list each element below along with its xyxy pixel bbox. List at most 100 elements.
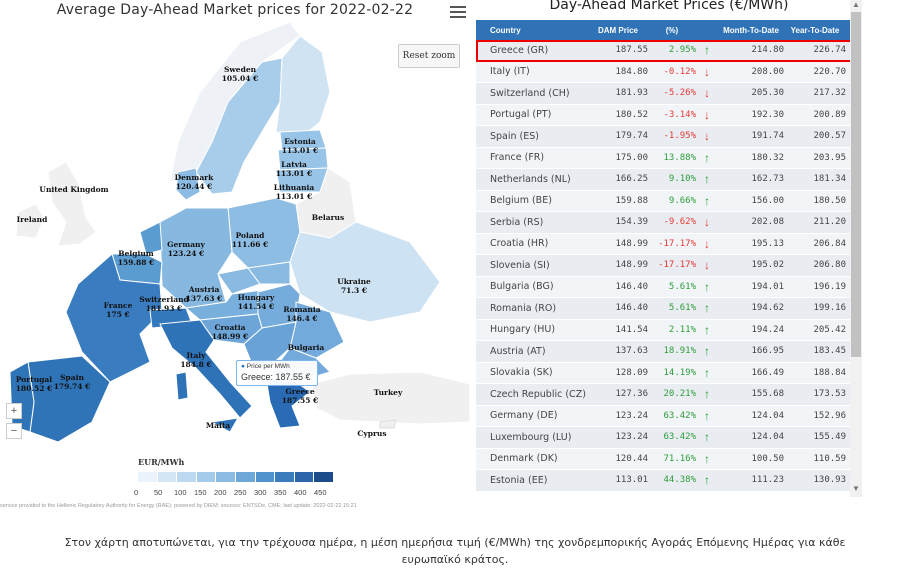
country-ukraine: [289, 221, 441, 323]
table-row[interactable]: Hungary (HU) 141.54 2.11% ↑ 194.24 205.42: [476, 319, 854, 341]
map-label-romania: Romania: [283, 305, 320, 314]
map-label-lithuania: Lithuania: [274, 183, 315, 192]
table-row[interactable]: Romania (RO) 146.40 5.61% ↑ 194.62 199.16: [476, 298, 854, 320]
cell-dam-price: 154.39: [615, 217, 648, 228]
zoom-out-button[interactable]: −: [6, 423, 22, 439]
map-label-portugal: Portugal: [16, 375, 52, 384]
table-row[interactable]: Greece (GR) 187.55 2.95% ↑ 214.80 226.74: [476, 40, 854, 62]
cell-dam-price: 181.93: [615, 88, 648, 99]
table-scrollbar[interactable]: ▲ ▼: [850, 0, 862, 497]
cell-country: Bulgaria (BG): [490, 281, 554, 293]
legend-swatch: [138, 472, 158, 482]
cell-country: Netherlands (NL): [490, 173, 571, 185]
arrow-down-icon: ↓: [704, 86, 710, 101]
reset-zoom-button[interactable]: Reset zoom: [398, 44, 460, 68]
map-label-bulgaria: Bulgaria: [288, 343, 325, 352]
table-row[interactable]: Germany (DE) 123.24 63.42% ↑ 124.04 152.96: [476, 405, 854, 427]
header-dam-price[interactable]: DAM Price: [597, 25, 638, 35]
table-row[interactable]: Netherlands (NL) 166.25 9.10% ↑ 162.73 181.34: [476, 169, 854, 191]
cell-dam-price: 180.52: [615, 109, 648, 120]
country-denmark: [175, 167, 201, 201]
cell-country: Czech Republic (CZ): [490, 388, 586, 400]
table-row[interactable]: Spain (ES) 179.74 -1.95% ↓ 191.74 200.57: [476, 126, 854, 148]
table-row[interactable]: Czech Republic (CZ) 127.36 20.21% ↑ 155.68 17…: [476, 384, 854, 406]
map-value-denmark: 120.44 €: [176, 182, 213, 191]
country-ireland: [15, 203, 45, 239]
price-table[interactable]: Country DAM Price (%) Month-To-Date Year…: [476, 20, 854, 497]
map-value-croatia: 148.99 €: [212, 332, 249, 341]
map-label-austria: Austria: [188, 285, 220, 294]
cell-country: Greece (GR): [490, 44, 549, 56]
country-cyprus: [379, 419, 397, 429]
header-pct[interactable]: (%): [665, 25, 679, 35]
cell-year-to-date: 203.95: [813, 152, 846, 163]
table-row[interactable]: France (FR) 175.00 13.88% ↑ 180.32 203.95: [476, 147, 854, 169]
cell-month-to-date: 205.30: [751, 88, 784, 99]
table-row[interactable]: Switzerland (CH) 181.93 -5.26% ↓ 205.30 217.3…: [476, 83, 854, 105]
hamburger-menu-icon[interactable]: [450, 4, 466, 18]
cell-country: Spain (ES): [490, 130, 540, 142]
table-row[interactable]: Italy (IT) 184.80 -0.12% ↓ 208.00 220.70: [476, 61, 854, 83]
cell-pct: 2.95%: [668, 45, 696, 56]
cell-month-to-date: 155.68: [751, 389, 784, 400]
cell-year-to-date: 217.32: [813, 88, 846, 99]
country-malta: [220, 424, 224, 428]
cell-dam-price: 120.44: [615, 453, 648, 464]
cell-year-to-date: 130.93: [813, 475, 846, 486]
cell-country: Slovenia (SI): [490, 259, 550, 271]
cell-pct: 2.11%: [668, 324, 696, 335]
cell-pct: 63.42%: [663, 410, 696, 421]
arrow-up-icon: ↑: [704, 387, 710, 402]
arrow-down-icon: ↓: [704, 64, 710, 79]
cell-pct: 44.38%: [663, 475, 696, 486]
arrow-down-icon: ↓: [704, 258, 710, 273]
cell-pct: 5.61%: [668, 281, 696, 292]
scroll-thumb[interactable]: [851, 12, 861, 357]
cell-dam-price: 128.09: [615, 367, 648, 378]
scroll-up-icon[interactable]: ▲: [852, 0, 860, 9]
tooltip-series: Price per MWh: [246, 363, 290, 370]
map-label-united-kingdom: United Kingdom: [39, 185, 108, 194]
table-row[interactable]: Luxembourg (LU) 123.24 63.42% ↑ 124.04 155.49: [476, 427, 854, 449]
zoom-in-button[interactable]: +: [6, 403, 22, 419]
legend-swatch: [216, 472, 236, 482]
cell-country: Croatia (HR): [490, 238, 549, 250]
table-row[interactable]: Austria (AT) 137.63 18.91% ↑ 166.95 183.45: [476, 341, 854, 363]
cell-dam-price: 187.55: [615, 45, 648, 56]
header-year-to-date[interactable]: Year-To-Date: [790, 25, 840, 35]
cell-month-to-date: 191.74: [751, 131, 784, 142]
cell-year-to-date: 220.70: [813, 66, 846, 77]
header-country[interactable]: Country: [490, 25, 521, 35]
arrow-up-icon: ↑: [704, 344, 710, 359]
table-row[interactable]: Bulgaria (BG) 146.40 5.61% ↑ 194.01 196.19: [476, 276, 854, 298]
cell-year-to-date: 206.80: [813, 260, 846, 271]
table-row[interactable]: Slovenia (SI) 148.99 -17.17% ↓ 195.02 206.80: [476, 255, 854, 277]
table-row[interactable]: Portugal (PT) 180.52 -3.14% ↓ 192.30 200.89: [476, 104, 854, 126]
tooltip-value: Greece: 187.55 €: [241, 372, 311, 382]
table-title: Day-Ahead Market Prices (€/MWh): [549, 0, 789, 13]
cell-country: Germany (DE): [490, 410, 558, 422]
cell-year-to-date: 196.19: [813, 281, 846, 292]
cell-month-to-date: 195.02: [751, 260, 784, 271]
arrow-up-icon: ↑: [704, 43, 710, 58]
legend-tick-label: 0: [134, 488, 139, 497]
map-label-hungary: Hungary: [238, 293, 275, 302]
table-row[interactable]: Estonia (EE) 113.01 44.38% ↑ 111.23 130.93: [476, 470, 854, 492]
country-finland: [275, 35, 331, 139]
price-map-panel: Average Day-Ahead Market prices for 2022…: [0, 0, 470, 515]
table-row[interactable]: Belgium (BE) 159.88 9.66% ↑ 156.00 180.50: [476, 190, 854, 212]
scroll-down-icon[interactable]: ▼: [852, 484, 860, 493]
arrow-down-icon: ↓: [704, 236, 710, 251]
cell-month-to-date: 180.32: [751, 152, 784, 163]
legend-tick-label: 50: [154, 488, 163, 497]
cell-pct: -17.17%: [658, 260, 696, 271]
table-row[interactable]: Serbia (RS) 154.39 -9.62% ↓ 202.08 211.20: [476, 212, 854, 234]
header-month-to-date[interactable]: Month-To-Date: [723, 25, 779, 35]
table-row[interactable]: Croatia (HR) 148.99 -17.17% ↓ 195.13 206.84: [476, 233, 854, 255]
table-row[interactable]: Denmark (DK) 120.44 71.16% ↑ 100.50 110.59: [476, 448, 854, 470]
cell-pct: 13.88%: [663, 152, 696, 163]
table-row[interactable]: Slovakia (SK) 128.09 14.19% ↑ 166.49 188.84: [476, 362, 854, 384]
legend-swatch: [275, 472, 295, 482]
map-value-ukraine: 71.3 €: [341, 286, 367, 295]
